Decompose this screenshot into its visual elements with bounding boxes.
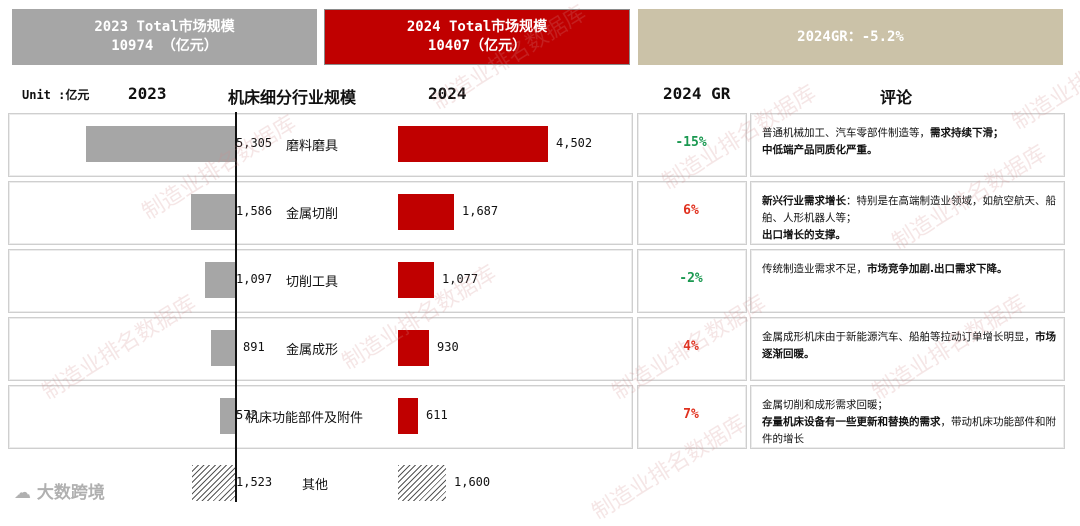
value-label-2024: 1,687 [462,204,499,218]
value-label-2023: 1,523 [236,475,273,489]
bar-2024 [398,262,434,298]
value-label-2023: 5,305 [236,136,273,150]
comment-text: 金属成形机床由于新能源汽车、船舶等拉动订单增长明显，市场逐渐回暖。 [762,329,1057,363]
segment-label: 金属切削 [286,207,339,222]
segment-label: 金属成形 [286,343,339,358]
col-header-2024: 2024 [428,84,467,103]
bar-2024 [398,398,418,434]
comment-emphasis: 中低端产品同质化严重。 [762,144,878,156]
comment-emphasis: 存量机床设备有一些更新和替换的需求 [762,416,941,428]
gr-frame [637,249,747,313]
comment-text: 传统制造业需求不足，市场竞争加剧.出口需求下降。 [762,261,1057,278]
growth-rate: -2% [679,271,703,286]
bar-2024 [398,126,548,162]
comment-fragment: 传统制造业需求不足， [762,263,867,275]
growth-rate: 7% [683,407,699,422]
segment-label: 其他 [302,478,329,493]
value-label-2024: 4,502 [556,136,593,150]
value-label-2024: 930 [437,340,459,354]
bar-2024 [398,194,454,230]
comment-frame [750,385,1065,449]
growth-rate: 4% [683,339,699,354]
growth-banner: 2024GR：-5.2% [638,9,1063,65]
gr-frame [637,181,747,245]
bar-2023 [191,194,236,230]
comment-text: 普通机械加工、汽车零部件制造等，需求持续下滑； 中低端产品同质化严重。 [762,125,1057,159]
row-frame [8,317,633,381]
total-2024-title: 2024 Total市场规模 [406,19,548,35]
value-label-2024: 1,077 [442,272,479,286]
row-frame [8,249,633,313]
comment-frame [750,249,1065,313]
bar-2023 [211,330,236,366]
comment-emphasis: 市场逐渐回暖。 [762,331,1056,360]
comment-frame [750,317,1065,381]
brand-logo: ☁ 大数跨境 [14,478,105,503]
logo-text: 大数跨境 [36,483,105,503]
growth-rate: 6% [683,203,699,218]
row-frame [8,181,633,245]
value-label-2023: 572 [236,408,258,422]
col-header-2023: 2023 [128,84,167,103]
comment-fragment: ：特别是在高端制造业领域，如航空航天、船舶、人形机器人等； [762,195,1056,224]
value-label-2023: 1,097 [236,272,273,286]
comment-text: 新兴行业需求增长：特别是在高端制造业领域，如航空航天、船舶、人形机器人等； 出口增… [762,193,1057,244]
total-2023-title: 2023 Total市场规模 [94,19,235,35]
logo-icon: ☁ [14,483,31,503]
total-2023-value: 10974 （亿元） [111,38,218,54]
comment-text: 金属切削和成形需求回暖； 存量机床设备有一些更新和替换的需求，带动机床功能部件和附… [762,397,1057,448]
bar-2023 [205,262,236,298]
gr-frame [637,385,747,449]
total-2023-banner: 2023 Total市场规模 10974 （亿元） [12,9,317,65]
col-header-gr: 2024 GR [663,84,731,103]
bar-2023 [220,398,236,434]
total-2024-value: 10407（亿元） [427,38,527,54]
total-2024-banner: 2024 Total市场规模 10407（亿元） [324,9,630,65]
col-header-comment: 评论 [880,88,913,107]
unit-label: Unit :亿元 [22,88,90,102]
comment-emphasis: 市场竞争加剧.出口需求下降。 [867,263,1008,275]
segment-label: 磨料磨具 [286,139,339,154]
comment-frame [750,181,1065,245]
gr-frame [637,317,747,381]
comment-emphasis: 出口增长的支撑。 [762,229,846,241]
comment-fragment: 金属成形机床由于新能源汽车、船舶等拉动订单增长明显， [762,331,1035,343]
bar-2023 [86,126,236,162]
comment-emphasis: 需求持续下滑； [930,127,1004,139]
comment-fragment: 普通机械加工、汽车零部件制造等， [762,127,930,139]
bar-2023 [192,465,236,501]
bar-2024 [398,330,429,366]
comment-fragment: 金属切削和成形需求回暖； [762,399,888,411]
value-label-2023: 891 [243,340,265,354]
row-frame [8,113,633,177]
comment-emphasis: 新兴行业需求增长 [762,195,846,207]
value-label-2023: 1,586 [236,204,273,218]
col-header-segment: 机床细分行业规模 [228,88,357,107]
value-label-2024: 1,600 [454,475,491,489]
gr-frame [637,113,747,177]
row-frame [8,385,633,449]
bar-2024 [398,465,446,501]
segment-label: 机床功能部件及附件 [246,411,364,426]
comment-fragment: ，带动机床功能部件和附件的增长 [762,416,1056,445]
center-axis [235,112,237,502]
segment-label: 切削工具 [286,275,339,290]
value-label-2024: 611 [426,408,448,422]
growth-rate: -15% [675,135,707,150]
growth-value: 2024GR：-5.2% [797,28,904,45]
comment-frame [750,113,1065,177]
